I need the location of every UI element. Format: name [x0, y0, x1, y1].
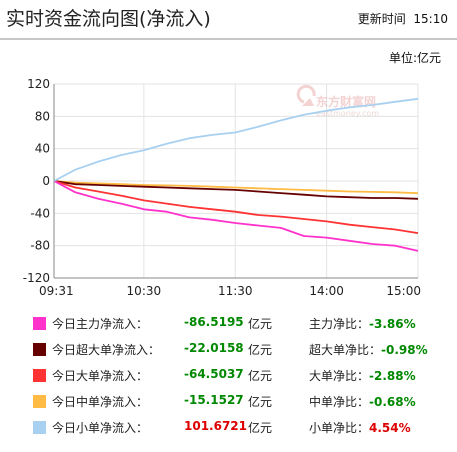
- legend-ratio: 小单净比：4.54%: [309, 419, 411, 436]
- legend-ratio: 中单净比：-0.68%: [309, 393, 416, 410]
- legend-unit: 亿元: [248, 343, 273, 357]
- legend-value: -86.5195: [184, 315, 244, 329]
- y-tick-label: -120: [23, 271, 50, 285]
- page-title: 实时资金流向图(净流入): [6, 8, 211, 30]
- legend-ratio: 主力净比：-3.86%: [309, 315, 416, 332]
- legend-label: 今日主力净流入：: [52, 317, 149, 331]
- series-line-2: [53, 180, 419, 200]
- legend-ratio-value: -3.86%: [369, 317, 416, 331]
- x-tick-label: 09:31: [39, 284, 74, 298]
- x-tick-label: 10:30: [127, 284, 162, 298]
- legend-ratio-value: 4.54%: [369, 421, 411, 435]
- legend-swatch: [33, 317, 46, 330]
- unit-label: 单位:亿元: [388, 51, 441, 65]
- series-lines: [53, 97, 419, 252]
- series-line-3: [53, 180, 419, 234]
- legend-ratio-value: -0.98%: [381, 343, 428, 357]
- series-line-1: [53, 180, 419, 252]
- legend-ratio: 超大单净比：-0.98%: [309, 341, 428, 358]
- legend-swatch: [33, 343, 46, 356]
- legend-unit: 亿元: [248, 317, 273, 331]
- x-tick-label: 11:30: [218, 284, 253, 298]
- fund-flow-chart: 东方财富网 eastmoney.com 120 80 40 0 -40 -80 -12009…: [23, 77, 421, 298]
- legend-swatch: [33, 395, 46, 408]
- legend-swatch: [33, 421, 46, 434]
- legend-label: 今日超大单净流入：: [52, 343, 161, 357]
- header-bar: 实时资金流向图(净流入) 更新时间 15:10: [0, 0, 457, 40]
- legend-ratio: 大单净比：-2.88%: [309, 367, 416, 384]
- watermark-name: 东方财富网: [316, 94, 376, 109]
- watermark: 东方财富网 eastmoney.com: [296, 84, 379, 118]
- legend-ratio-label: 大单净比：: [309, 369, 370, 383]
- watermark-domain: eastmoney.com: [316, 109, 379, 118]
- series-line-5: [53, 97, 419, 182]
- legend-value: -22.0158: [184, 341, 244, 355]
- update-time-label: 更新时间: [357, 12, 406, 26]
- legend-unit: 亿元: [248, 369, 273, 383]
- legend-label: 今日中单净流入：: [52, 395, 149, 409]
- legend-label: 今日大单净流入：: [52, 369, 149, 383]
- update-time-text: 更新时间 15:10: [358, 10, 448, 27]
- legend-value: -15.1527: [184, 393, 244, 407]
- legend-value: -64.5037: [184, 367, 244, 381]
- legend-ratio-label: 超大单净比：: [309, 343, 382, 357]
- legend-ratio-label: 主力净比：: [309, 317, 370, 331]
- legend-ratio-label: 小单净比：: [309, 421, 370, 435]
- legend-unit: 亿元: [248, 395, 273, 409]
- y-tick-label: -80: [30, 239, 50, 253]
- series-line-4: [53, 180, 419, 195]
- x-tick-label: 15:00: [386, 284, 421, 298]
- y-tick-label: 40: [35, 142, 50, 156]
- y-tick-label: -40: [30, 206, 50, 220]
- x-tick-label: 14:00: [309, 284, 344, 298]
- legend-value: 101.6721: [184, 419, 248, 433]
- legend-label: 今日小单净流入：: [52, 421, 149, 435]
- eastmoney-logo-icon: [296, 84, 316, 106]
- legend-ratio-value: -0.68%: [369, 395, 416, 409]
- legend-ratio-value: -2.88%: [369, 369, 416, 383]
- y-tick-label: 0: [42, 174, 50, 188]
- y-tick-label: 120: [27, 77, 50, 91]
- legend-swatch: [33, 369, 46, 382]
- legend-unit: 亿元: [248, 421, 273, 435]
- legend-ratio-label: 中单净比：: [309, 395, 370, 409]
- update-time-value: 15:10: [413, 12, 448, 26]
- y-tick-label: 80: [35, 109, 50, 123]
